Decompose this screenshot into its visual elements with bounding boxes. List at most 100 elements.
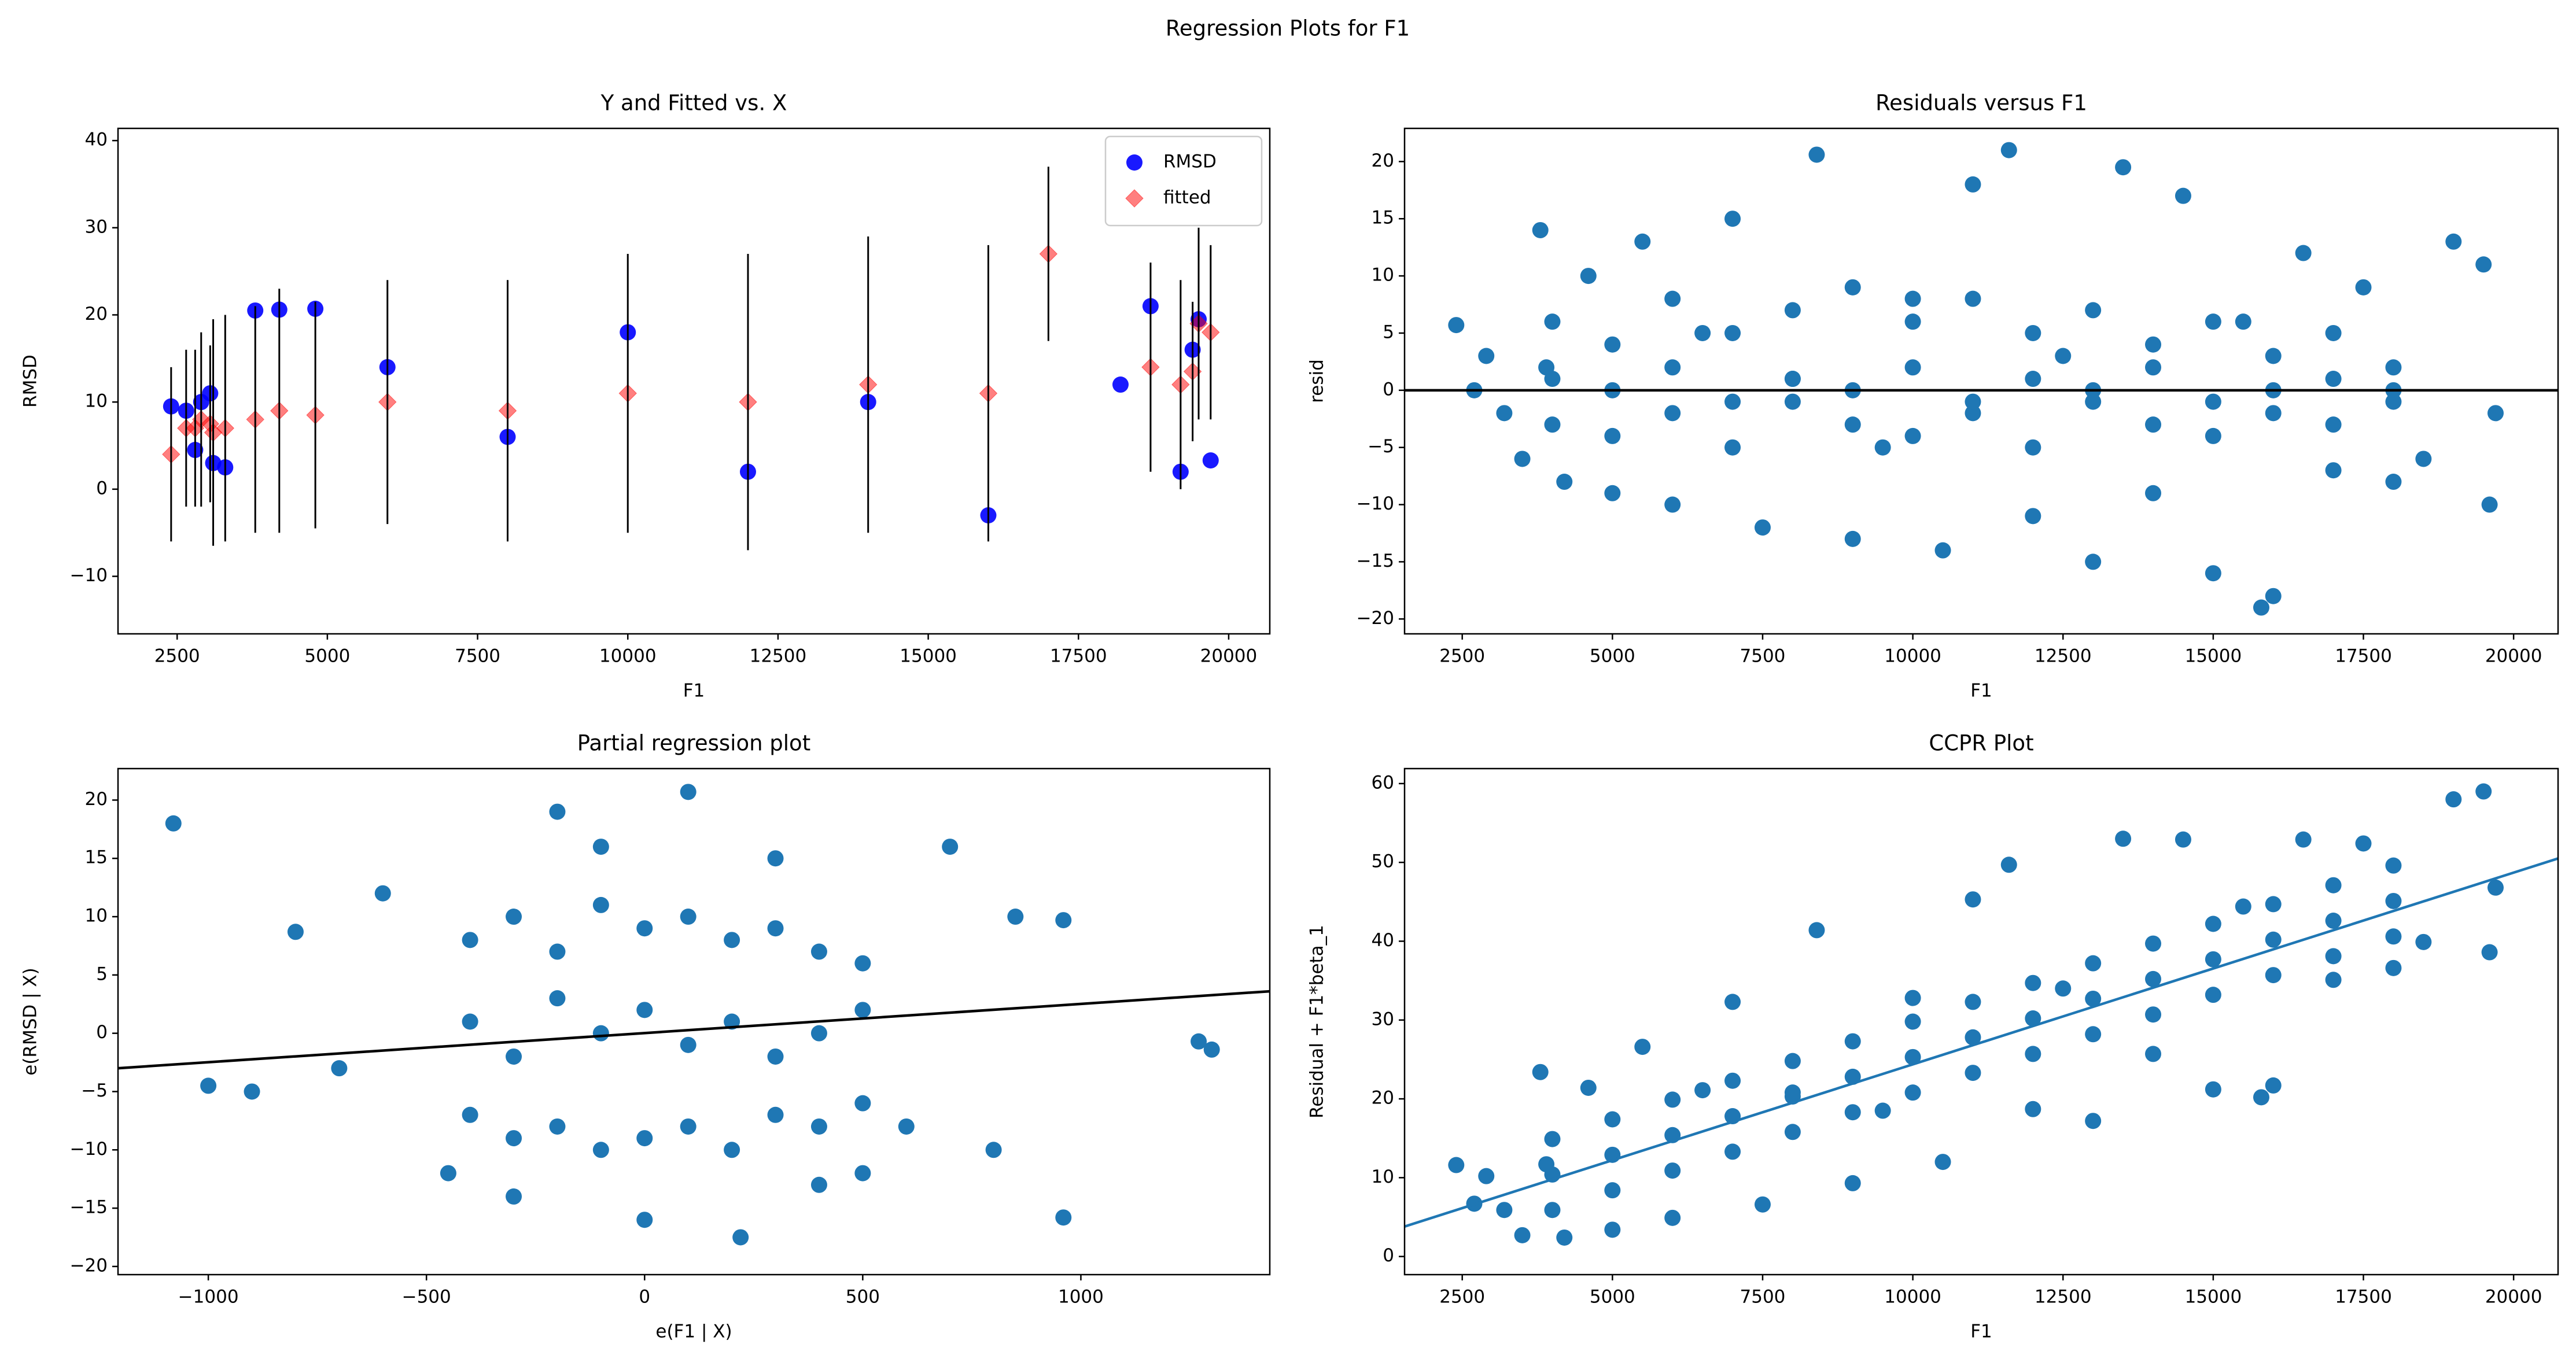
point [549, 803, 566, 820]
point [1965, 1029, 1981, 1046]
point [1784, 393, 1801, 410]
y-tick-label: 20 [85, 789, 108, 810]
point [1055, 1209, 1072, 1226]
point [2265, 348, 2282, 364]
x-tick-label: 12500 [750, 646, 807, 667]
point [2265, 588, 2282, 604]
point [1934, 1154, 1951, 1171]
point [2295, 245, 2312, 261]
point [2025, 974, 2041, 991]
point [2481, 496, 2498, 513]
point [2025, 439, 2041, 456]
point [1724, 211, 1741, 227]
point [1604, 336, 1621, 353]
x-tick-label: 7500 [1740, 646, 1786, 667]
point [2325, 877, 2342, 894]
x-tick-label: 2500 [154, 646, 200, 667]
point [1844, 530, 1861, 547]
y-tick-label: −15 [70, 1197, 108, 1218]
point [506, 1048, 522, 1065]
y-axis-label: Residual + F1*beta_1 [1307, 925, 1328, 1118]
point [1532, 1064, 1549, 1080]
point [1724, 994, 1741, 1010]
legend-label: fitted [1163, 187, 1211, 208]
point [592, 896, 609, 913]
point [1580, 1079, 1597, 1096]
point [506, 1130, 522, 1147]
point [1478, 348, 1495, 364]
y-tick-label: 30 [85, 216, 108, 237]
y-tick-label: 0 [96, 478, 108, 499]
point [1904, 1013, 1921, 1030]
point [636, 920, 653, 937]
point [767, 850, 784, 867]
point [2115, 159, 2132, 176]
point [2085, 1113, 2102, 1129]
point [2355, 835, 2372, 852]
point [1604, 1182, 1621, 1199]
x-tick-label: 1000 [1058, 1287, 1104, 1308]
point [549, 1118, 566, 1135]
x-tick-label: 20000 [2485, 646, 2542, 667]
point [374, 885, 391, 902]
x-tick-label: 7500 [455, 646, 500, 667]
y-tick-label: 50 [1372, 851, 1394, 872]
y-tick-label: −10 [70, 1139, 108, 1160]
point [2205, 565, 2221, 582]
point [1634, 233, 1651, 250]
x-tick-label: 0 [639, 1287, 650, 1308]
x-axis-label: e(F1 | X) [655, 1321, 732, 1342]
y-tick-label: 0 [96, 1022, 108, 1043]
point [2115, 830, 2132, 847]
point [2025, 508, 2041, 525]
y-tick-label: −10 [70, 565, 108, 586]
point [724, 1142, 740, 1158]
y-tick-label: −10 [1357, 493, 1394, 514]
point [1556, 474, 1573, 490]
x-tick-label: 7500 [1740, 1287, 1786, 1308]
point [2487, 879, 2504, 896]
point [985, 1142, 1002, 1158]
figure-title: Regression Plots for F1 [1166, 16, 1410, 41]
y-tick-label: 40 [85, 130, 108, 150]
x-axis-label: F1 [1970, 681, 1992, 702]
point [1112, 376, 1129, 393]
y-axis-label: resid [1307, 359, 1328, 403]
point [1604, 485, 1621, 501]
plot-area [118, 784, 1270, 1246]
point [1904, 290, 1921, 307]
point [462, 1106, 478, 1123]
point [1556, 1229, 1573, 1246]
point [680, 1036, 696, 1053]
point [2385, 474, 2402, 490]
fit-line [1405, 857, 2558, 1228]
point [767, 1106, 784, 1123]
point [1844, 1033, 1861, 1050]
point [1904, 427, 1921, 444]
x-tick-label: 17500 [2335, 1287, 2392, 1308]
point [810, 943, 827, 960]
point [592, 839, 609, 855]
point [1544, 1131, 1561, 1147]
point [1844, 279, 1861, 296]
point [1965, 1065, 1981, 1081]
point [1808, 922, 1825, 939]
point [767, 920, 784, 937]
point [1448, 317, 1465, 334]
point [1664, 359, 1681, 376]
point [854, 955, 871, 972]
y-tick-label: −20 [1357, 608, 1394, 629]
y-tick-label: 5 [96, 963, 108, 984]
point [2145, 1006, 2162, 1023]
point [1664, 1209, 1681, 1226]
y-tick-label: −5 [1368, 436, 1394, 457]
point [2085, 553, 2102, 570]
axes-title: Y and Fitted vs. X [600, 91, 787, 116]
point [2145, 336, 2162, 353]
point [1874, 439, 1891, 456]
point [2325, 371, 2342, 387]
point [1604, 1111, 1621, 1128]
point [1965, 891, 1981, 908]
point [1203, 1041, 1220, 1058]
